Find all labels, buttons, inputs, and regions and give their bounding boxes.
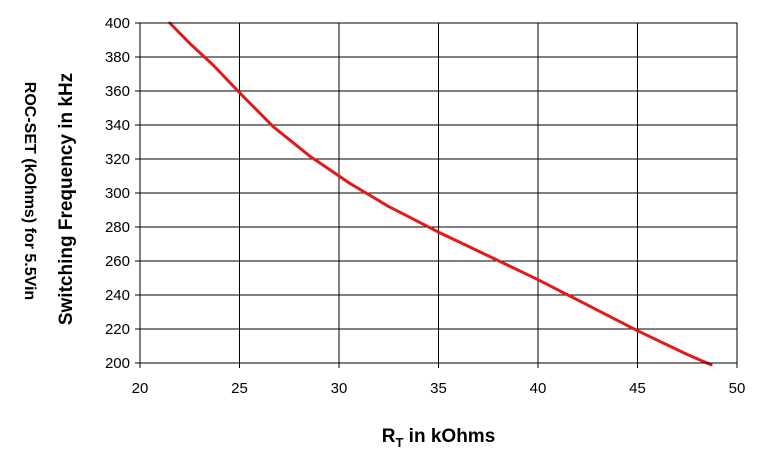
y-tick-label: 260 [105, 253, 130, 270]
x-axis-title-main: R [382, 426, 396, 447]
y-tick-label: 240 [105, 287, 130, 304]
y-tick-label: 300 [105, 185, 130, 202]
x-axis-title-subscript: T [395, 435, 403, 449]
x-axis-title: RT in kOhms [382, 426, 496, 449]
y-tick-label: 380 [105, 49, 130, 66]
y-tick-label: 360 [105, 83, 130, 100]
y-axis-title: Switching Frequency in kHz [56, 73, 77, 325]
y-tick-labels: 200 220 240 260 280 300 320 340 360 380 400 [105, 15, 130, 372]
x-axis-title-suffix: in kOhms [403, 426, 495, 447]
x-tick-label: 25 [231, 380, 248, 397]
y-axis-title-secondary: ROC-SET (kOhms) for 5.5Vin [21, 82, 38, 300]
plot-frame [139, 22, 738, 364]
y-tick-label: 340 [105, 117, 130, 134]
series-layer [168, 21, 713, 367]
x-tick-label: 35 [430, 380, 447, 397]
x-tick-label: 50 [729, 380, 746, 397]
x-tick-label: 30 [331, 380, 348, 397]
y-tick-label: 320 [105, 151, 130, 168]
y-tick-label: 280 [105, 219, 130, 236]
x-tick-label: 45 [629, 380, 646, 397]
x-tick-labels: 20 25 30 35 40 45 50 [132, 380, 746, 397]
grid [135, 22, 738, 368]
x-tick-label: 20 [132, 380, 149, 397]
y-tick-label: 400 [105, 15, 130, 32]
series-line [168, 21, 713, 367]
y-tick-label: 220 [105, 321, 130, 338]
y-tick-label: 200 [105, 355, 130, 372]
x-tick-label: 40 [530, 380, 547, 397]
